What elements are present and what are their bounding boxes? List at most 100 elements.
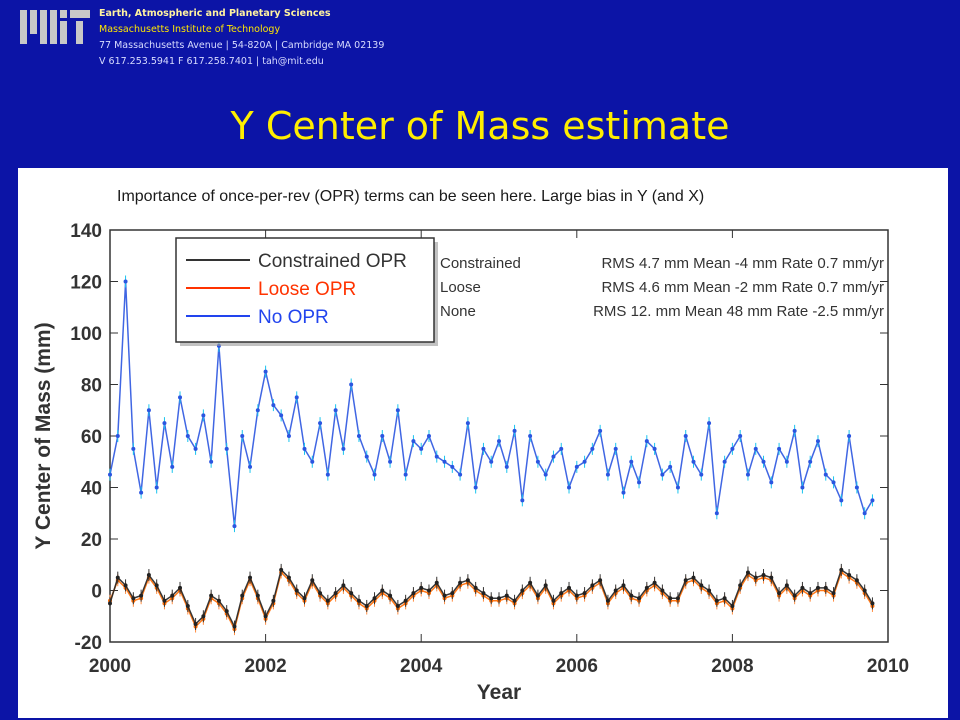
data-point [839, 567, 844, 572]
data-point [691, 459, 696, 464]
data-point [637, 480, 642, 485]
data-point [294, 395, 299, 400]
data-point [388, 459, 393, 464]
data-point [784, 583, 789, 588]
data-point [286, 575, 291, 580]
data-point [232, 624, 237, 629]
data-point [108, 472, 112, 477]
data-point [450, 591, 455, 596]
data-point [652, 580, 657, 585]
data-point [302, 446, 307, 451]
data-point [146, 408, 151, 413]
data-point [800, 585, 805, 590]
y-center-of-mass-chart: -20 0 20 40 60 80 100 120 140 2000 2002 2004 2006 200… [32, 221, 909, 704]
data-point [473, 485, 478, 490]
data-point [178, 395, 183, 400]
data-point [465, 421, 470, 426]
data-point [146, 573, 151, 578]
data-point [341, 583, 346, 588]
data-point [419, 446, 424, 451]
data-point [582, 591, 587, 596]
data-point [131, 446, 136, 451]
data-point [356, 434, 361, 438]
stats-name: Loose [440, 279, 481, 296]
data-point [240, 593, 245, 598]
data-point [582, 459, 587, 464]
data-point [769, 480, 774, 485]
data-point [411, 439, 416, 444]
data-point [232, 524, 237, 529]
y-tick-label: 100 [70, 324, 102, 345]
data-point [815, 585, 820, 590]
data-point [808, 459, 813, 464]
data-point [738, 434, 743, 438]
data-point [123, 583, 128, 588]
data-point [434, 454, 439, 459]
y-tick-label: -20 [75, 633, 102, 654]
data-point [450, 464, 455, 469]
data-point [613, 588, 618, 593]
slide-title: Y Center of Mass estimate [230, 104, 730, 148]
data-point [652, 446, 657, 451]
data-point [792, 428, 797, 433]
data-point [504, 593, 509, 598]
data-point [263, 369, 268, 374]
institute-name: Massachusetts Institute of Technology [99, 24, 281, 35]
data-point [411, 591, 416, 596]
data-point [598, 578, 603, 583]
data-point [847, 434, 852, 438]
data-point [170, 593, 175, 598]
mit-logo [18, 6, 92, 48]
data-point [271, 403, 276, 408]
data-point [761, 573, 766, 578]
legend-label: Loose OPR [258, 279, 356, 300]
data-point [325, 472, 330, 477]
data-point [310, 578, 315, 583]
data-point [738, 583, 743, 588]
data-point [458, 580, 463, 585]
data-point [520, 588, 525, 593]
data-point [434, 580, 439, 585]
data-point [294, 588, 299, 593]
data-point [722, 596, 727, 601]
stats-name: Constrained [440, 255, 521, 272]
data-point [170, 464, 175, 469]
y-axis-label: Y Center of Mass (mm) [32, 322, 55, 549]
stats-name: None [440, 303, 476, 320]
data-point [637, 596, 642, 601]
data-point [769, 575, 774, 580]
data-point [154, 583, 159, 588]
x-tick-label: 2004 [400, 656, 443, 677]
data-point [426, 588, 431, 593]
data-point [162, 421, 167, 426]
slide-subtitle: Importance of once-per-rev (OPR) terms c… [117, 188, 705, 205]
data-point [761, 459, 766, 464]
data-point [613, 446, 618, 451]
data-point [605, 472, 610, 477]
data-point [543, 472, 548, 477]
data-point [209, 459, 214, 464]
department-name: Earth, Atmospheric and Planetary Science… [99, 8, 331, 19]
data-point [286, 434, 291, 438]
data-point [707, 421, 712, 426]
data-point [699, 583, 704, 588]
data-point [504, 464, 509, 469]
data-point [543, 583, 548, 588]
data-point [551, 598, 556, 603]
data-point [823, 472, 828, 477]
data-point [481, 591, 486, 596]
data-point [333, 591, 338, 596]
data-point [722, 459, 727, 464]
data-point [263, 614, 268, 619]
data-point [333, 408, 338, 413]
data-point [123, 279, 128, 284]
data-point [178, 585, 183, 590]
x-tick-label: 2008 [711, 656, 753, 677]
data-point [520, 498, 525, 503]
data-point [753, 575, 758, 580]
data-point [567, 485, 572, 490]
data-point [699, 472, 704, 477]
data-point [831, 591, 836, 596]
data-point [574, 464, 579, 469]
data-point [528, 434, 533, 438]
